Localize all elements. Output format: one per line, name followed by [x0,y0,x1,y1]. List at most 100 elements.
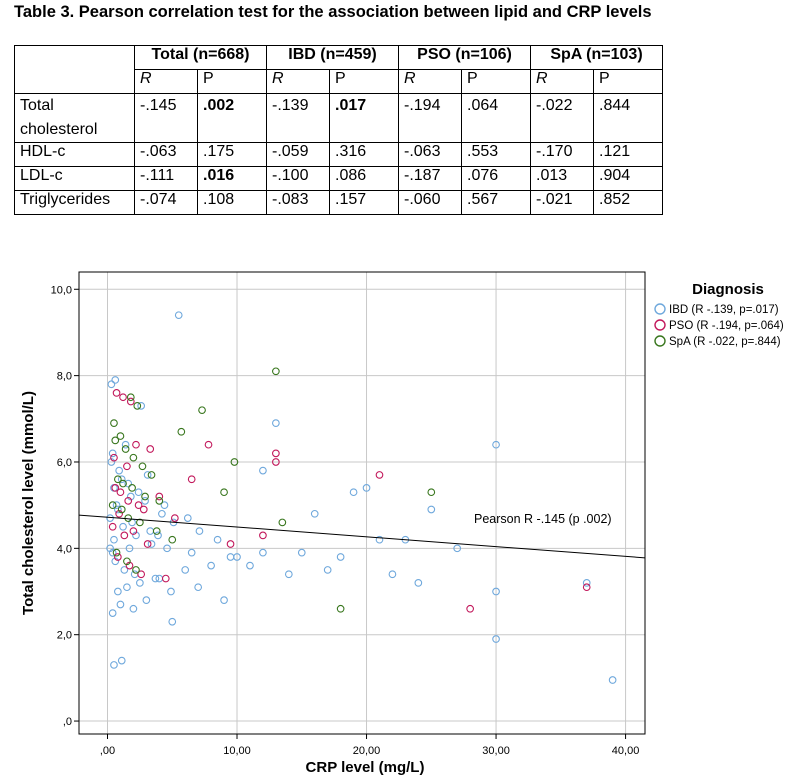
data-point [110,661,118,669]
fit-line [78,514,646,559]
data-point [147,540,156,548]
data-point [114,553,122,561]
data-point [427,488,436,497]
data-point [453,544,462,553]
p-value-cell: .852 [593,190,663,215]
data-point [115,509,124,518]
legend: Diagnosis IBD (R -.139, p=.017) PSO (R -.… [654,281,784,348]
data-point [226,553,235,561]
data-point [310,509,319,518]
data-point [126,393,135,402]
data-point [466,604,474,613]
data-point [123,583,131,592]
data-point [163,544,171,553]
table-row: HDL-c -.063.175 -.059.316 -.063.553 -.170.12… [14,142,663,167]
data-point [137,402,146,410]
data-point [111,557,120,566]
data-point [112,501,121,510]
data-point [174,311,183,320]
p-value-cell: .076 [461,166,531,191]
data-point [133,402,142,410]
p-value-cell: .016 [197,166,267,191]
data-point [139,505,148,514]
data-point [183,514,192,522]
data-point [107,380,116,389]
data-point [272,367,280,376]
data-point [152,527,161,535]
r-value-cell: -.194 [398,93,462,143]
data-point [187,475,196,484]
data-point [427,505,436,514]
x-tick-label: 30,00 [482,745,510,757]
fit-line-label: Pearson R -.145 (p .002) [474,512,612,526]
legend-entry: SpA (R -.022, p=.844) [669,336,781,348]
data-point [160,501,169,510]
data-point [119,522,127,531]
data-point [112,389,121,397]
data-point [414,579,423,587]
data-point [136,579,144,587]
r-value-cell: -.074 [134,190,198,215]
data-point [121,445,130,453]
data-point [187,548,196,557]
data-point [323,566,332,574]
data-point [125,544,134,553]
x-tick-label: 20,00 [353,745,381,757]
data-point [204,440,213,449]
p-value-cell: .121 [593,142,663,167]
data-point [124,479,133,488]
r-value-cell: -.139 [266,93,330,143]
data-point [132,531,140,540]
data-point [272,419,280,427]
data-point [124,514,133,522]
data-point [114,587,122,596]
data-point [107,458,116,466]
data-point [141,496,149,505]
data-point [108,449,117,458]
data-point [194,583,203,592]
data-point [129,527,138,535]
table-group-header-row: Total (n=668) IBD (n=459) PSO (n=106) Sp… [14,45,663,94]
data-point [134,488,143,497]
data-point [110,535,118,544]
group-header-spa: SpA (n=103) [530,45,663,70]
data-point [195,527,204,535]
data-point [120,566,129,574]
data-point [114,505,122,514]
data-point [126,397,135,406]
data-point [129,604,138,613]
plot-frame [78,271,646,735]
data-point [492,587,500,596]
data-point [129,453,138,462]
data-point [111,484,120,492]
row-label: HDL-c [14,142,135,167]
group-header-pso: PSO (n=106) [398,45,531,70]
data-point [246,561,254,570]
data-point [120,531,129,540]
data-point [259,548,267,557]
data-point [177,427,186,436]
data-point [115,466,124,475]
table-caption: Table 3. Pearson correlation test for th… [14,3,652,21]
data-point [142,596,151,604]
data-point [272,449,280,458]
data-point [117,656,126,665]
r-value-cell: -.170 [530,142,594,167]
data-point [168,617,177,626]
data-point [155,496,164,505]
x-tick-label: 40,00 [612,745,640,757]
legend-marker [654,319,666,331]
data-point [259,466,267,475]
data-point [207,561,215,570]
r-value-cell: -.021 [530,190,594,215]
y-tick-label: 4,0 [57,543,72,555]
data-point [151,574,160,583]
subheader-r: R [398,69,462,94]
data-point [375,471,384,479]
p-value-cell: .553 [461,142,531,167]
data-point [125,561,134,570]
data-point [146,527,155,535]
row-label: Total cholesterol [14,93,135,143]
legend-marker [654,335,666,347]
data-point [111,436,120,445]
